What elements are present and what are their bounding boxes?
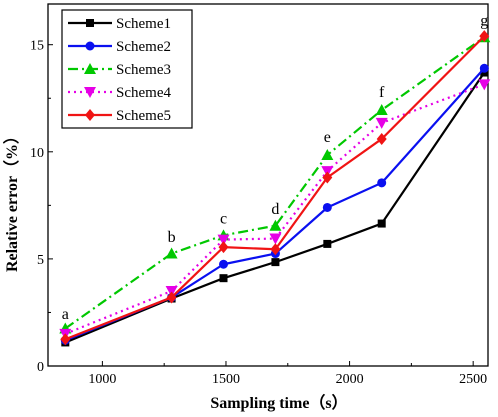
data-point <box>377 178 387 188</box>
annotation-label: d <box>271 201 279 218</box>
x-tick-label: 1000 <box>88 372 116 387</box>
data-point <box>479 30 490 43</box>
x-axis-label: Sampling time（s） <box>210 394 347 412</box>
data-point <box>479 63 489 73</box>
data-point <box>321 149 334 161</box>
legend-item: Scheme1 <box>68 16 171 32</box>
data-point <box>377 219 386 228</box>
y-axis-label: Relative error（%） <box>3 128 21 272</box>
data-point <box>269 233 282 245</box>
data-point <box>375 117 388 129</box>
legend-label: Scheme5 <box>116 108 171 124</box>
plot-frame <box>47 3 489 367</box>
annotation-label: f <box>379 84 385 101</box>
data-point <box>322 202 332 212</box>
annotation-label: g <box>480 12 488 29</box>
legend-item: Scheme2 <box>68 39 171 55</box>
data-point <box>478 79 491 91</box>
legend-item: Scheme5 <box>68 108 171 124</box>
annotation-label: c <box>220 211 227 228</box>
data-point <box>270 243 281 256</box>
data-point <box>219 259 229 269</box>
data-point <box>376 132 387 145</box>
x-tick-label: 1500 <box>212 372 240 387</box>
y-tick-label: 5 <box>37 253 44 268</box>
legend-item: Scheme4 <box>68 85 171 101</box>
data-point <box>219 274 228 283</box>
legend-item: Scheme3 <box>68 62 171 78</box>
annotation-label: e <box>324 129 331 146</box>
legend: Scheme1 Scheme2 Scheme3 Scheme4 Scheme5 <box>61 9 193 129</box>
data-point <box>375 104 388 116</box>
legend-label: Scheme1 <box>116 16 171 32</box>
data-point <box>322 171 333 184</box>
legend-marker <box>84 87 96 98</box>
legend-label: Scheme4 <box>116 85 171 101</box>
data-point <box>218 241 229 254</box>
series-scheme5 <box>60 30 490 346</box>
ticks-layer: 1000 1500 2000 2500 0 5 10 15 <box>30 39 487 387</box>
plot-layer <box>47 3 489 367</box>
legend-marker <box>85 109 95 121</box>
data-point <box>166 291 177 304</box>
annotation-label: a <box>62 306 69 323</box>
legend-marker <box>86 19 94 27</box>
annotation-layer: a b c d e f g <box>62 12 489 322</box>
legend-label: Scheme2 <box>116 39 171 55</box>
data-point <box>269 219 282 231</box>
data-point <box>323 239 332 248</box>
legend-marker <box>84 63 96 74</box>
data-point <box>60 333 71 346</box>
data-point <box>217 234 230 246</box>
data-point <box>165 247 178 259</box>
y-tick-label: 0 <box>37 360 44 375</box>
x-tick-label: 2500 <box>459 372 487 387</box>
data-point <box>271 258 280 267</box>
series-layer <box>59 30 491 347</box>
x-tick-label: 2000 <box>336 372 364 387</box>
y-tick-label: 15 <box>30 39 44 54</box>
legend-label: Scheme3 <box>116 62 171 78</box>
annotation-label: b <box>168 229 176 246</box>
legend-marker <box>85 41 95 51</box>
y-tick-label: 10 <box>30 146 44 161</box>
